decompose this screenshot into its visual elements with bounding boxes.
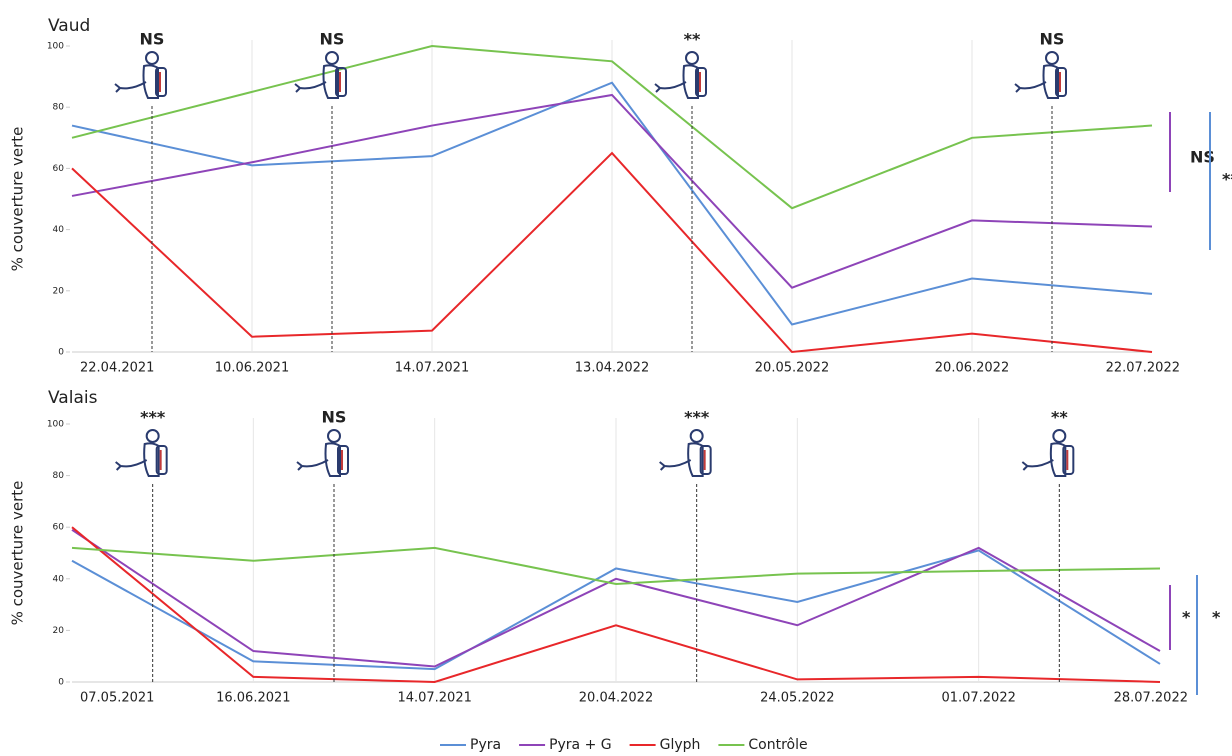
series-line [71, 526, 1161, 684]
y-tick-label: 100 [47, 420, 64, 430]
x-tick-label: 10.06.2021 [215, 361, 289, 376]
significance-label: ** [1051, 408, 1068, 427]
panel-title: Vaud [48, 16, 90, 36]
legend-label: Contrôle [748, 737, 807, 753]
x-tick-label: 14.07.2021 [397, 691, 471, 706]
sprayer-icon [658, 429, 712, 477]
sprayer-icon [654, 51, 707, 99]
y-tick-label: 40 [53, 225, 65, 235]
y-tick-label: 20 [53, 286, 65, 296]
x-tick-label: 28.07.2022 [1114, 691, 1188, 706]
series-line [71, 44, 1153, 210]
significance-label: *** [140, 408, 166, 427]
x-tick-label: 16.06.2021 [216, 691, 290, 706]
y-tick-label: 100 [47, 42, 64, 52]
x-tick-label: 07.05.2021 [80, 691, 154, 706]
y-tick-label: 80 [53, 471, 65, 481]
y-tick-label: 0 [58, 348, 64, 358]
legend-label: Pyra [470, 737, 501, 753]
y-tick-label: 0 [58, 678, 64, 688]
x-tick-label: 01.07.2022 [941, 691, 1015, 706]
series-line [71, 528, 1161, 668]
x-tick-label: 22.04.2021 [80, 361, 154, 376]
x-tick-label: 20.04.2022 [579, 691, 653, 706]
x-tick-label: 13.04.2022 [575, 361, 649, 376]
sprayer-icon [296, 429, 349, 477]
series-line [71, 81, 1153, 326]
y-axis-label: % couverture verte [9, 481, 27, 626]
x-tick-label: 22.07.2022 [1106, 361, 1180, 376]
significance-label: ** [1222, 170, 1232, 189]
series-line [71, 549, 1161, 671]
legend-label: Glyph [660, 737, 701, 753]
significance-label: NS [1040, 30, 1065, 49]
significance-label: * [1182, 608, 1191, 627]
x-tick-label: 20.05.2022 [755, 361, 829, 376]
significance-label: * [1212, 608, 1221, 627]
y-tick-label: 60 [53, 523, 65, 533]
x-tick-label: 20.06.2022 [935, 361, 1009, 376]
significance-label: ** [684, 30, 701, 49]
sprayer-icon [114, 51, 167, 99]
y-tick-label: 80 [53, 103, 65, 113]
legend-label: Pyra + G [549, 737, 612, 753]
x-tick-label: 24.05.2022 [760, 691, 834, 706]
series-line [71, 151, 1153, 354]
significance-label: NS [320, 30, 345, 49]
y-axis-label: % couverture verte [9, 127, 27, 272]
significance-label: NS [140, 30, 165, 49]
x-tick-label: 14.07.2021 [395, 361, 469, 376]
series-line [71, 546, 1161, 585]
sprayer-icon [1021, 429, 1075, 477]
series-line [71, 93, 1153, 289]
sprayer-icon [1014, 51, 1067, 99]
significance-label: *** [684, 408, 710, 427]
significance-label: NS [322, 408, 347, 427]
y-tick-label: 20 [53, 626, 65, 636]
panel-title: Valais [48, 388, 98, 408]
y-tick-label: 60 [53, 164, 65, 174]
significance-label: NS [1190, 148, 1215, 167]
y-tick-label: 40 [53, 574, 65, 584]
sprayer-icon [114, 429, 168, 477]
